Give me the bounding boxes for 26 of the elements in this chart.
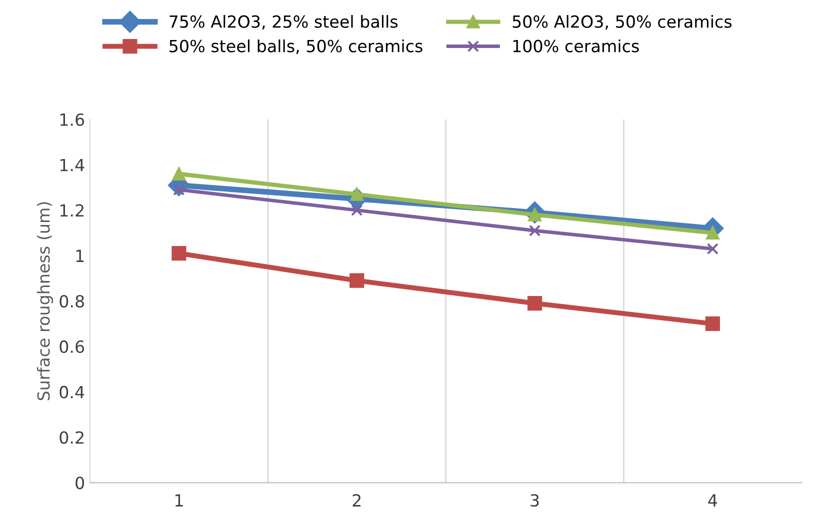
y-tick-label: 0.6 <box>60 340 84 353</box>
legend-label: 50% steel balls, 50% ceramics <box>170 39 422 54</box>
y-tick-label: 1.4 <box>60 158 84 172</box>
legend-label: 100% ceramics <box>513 39 639 52</box>
y-tick-label: 0.8 <box>60 294 84 308</box>
point <box>350 204 363 216</box>
x-tick-label: 4 <box>708 494 718 506</box>
point <box>528 224 541 237</box>
point <box>172 167 186 180</box>
point <box>527 296 542 311</box>
x-tick-label: 2 <box>352 494 360 506</box>
y-tick-label: 0.2 <box>60 431 84 444</box>
y-tick-label: 1 <box>76 250 84 262</box>
x-tick-label: 1 <box>175 494 183 506</box>
y-tick-label: 0 <box>76 476 84 490</box>
point <box>705 316 720 332</box>
y-axis-title: Surface roughness (um) <box>36 202 54 400</box>
point <box>706 242 719 255</box>
legend-label: 50% Al2O3, 50% ceramics <box>512 15 732 30</box>
x-tick-label: 3 <box>530 494 539 507</box>
legend-label: 75% Al2O3, 25% steel balls <box>170 15 398 30</box>
y-tick-label: 1.6 <box>60 113 84 126</box>
y-tick-label: 0.4 <box>60 386 84 398</box>
point <box>172 246 186 261</box>
point <box>350 273 364 288</box>
y-tick-label: 1.2 <box>60 204 84 217</box>
